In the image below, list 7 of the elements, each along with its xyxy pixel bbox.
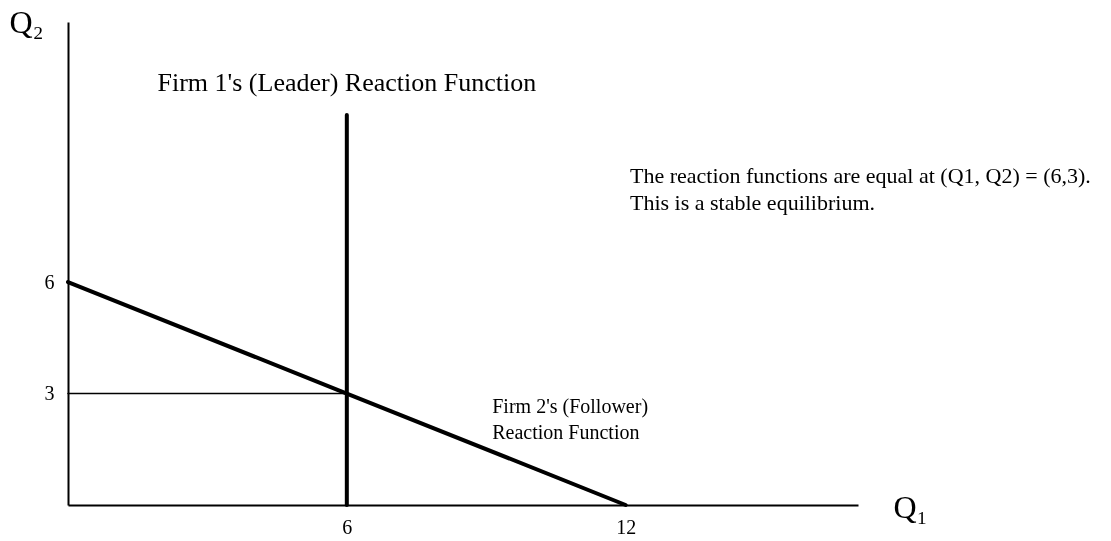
x-tick-label: 12 bbox=[616, 515, 637, 538]
y-axis-title: Q₂ bbox=[9, 3, 44, 40]
x-axis-title: Q₁ bbox=[893, 488, 928, 525]
annotation: Firm 2's (Follower) Reaction Function bbox=[492, 395, 649, 444]
y-tick-label: 3 bbox=[44, 382, 55, 405]
annotation: Firm 1's (Leader) Reaction Function bbox=[157, 67, 537, 97]
annotation: The reaction functions are equal at (Q1, Q2) = (6,3). This is a stable equilibrium. bbox=[630, 163, 1091, 215]
